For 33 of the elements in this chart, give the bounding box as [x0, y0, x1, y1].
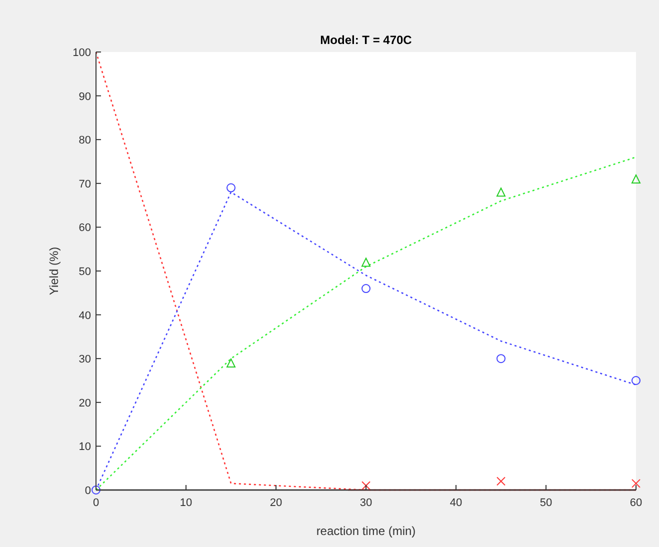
- y-tick-label: 40: [78, 310, 91, 322]
- x-tick-label: 20: [270, 497, 282, 509]
- x-tick-label: 10: [180, 497, 192, 509]
- y-tick-label: 100: [72, 47, 91, 59]
- point: [226, 358, 236, 368]
- x-tick-label: 60: [630, 497, 642, 509]
- y-tick-label: 30: [78, 354, 91, 366]
- point: [362, 258, 370, 267]
- x-tick-label: 0: [92, 497, 100, 509]
- y-tick-label: 10: [78, 441, 91, 454]
- point: [632, 478, 640, 488]
- x-tick-label: 30: [360, 497, 372, 509]
- point: [632, 376, 640, 385]
- y-tick-label: 80: [78, 134, 91, 147]
- chart-title: Model: T = 470C: [320, 33, 412, 47]
- point: [496, 188, 506, 197]
- y-tick-label: 90: [78, 90, 91, 103]
- point: [92, 486, 100, 494]
- y-tick-label: 60: [78, 222, 91, 234]
- point: [226, 183, 236, 192]
- y-tick-label: 50: [78, 266, 91, 278]
- y-tick-label: 0: [84, 485, 91, 497]
- point: [362, 481, 370, 490]
- y-tick-label: 70: [78, 178, 91, 190]
- x-tick-label: 50: [540, 497, 552, 509]
- point: [632, 174, 640, 184]
- point: [496, 476, 506, 486]
- x-tick-label: 40: [450, 497, 462, 509]
- x-axis-title: reaction time (min): [316, 524, 416, 538]
- point: [496, 354, 506, 364]
- y-tick-label: 20: [78, 397, 91, 410]
- y-axis-title: Yield (%): [47, 246, 61, 296]
- point: [362, 284, 370, 294]
